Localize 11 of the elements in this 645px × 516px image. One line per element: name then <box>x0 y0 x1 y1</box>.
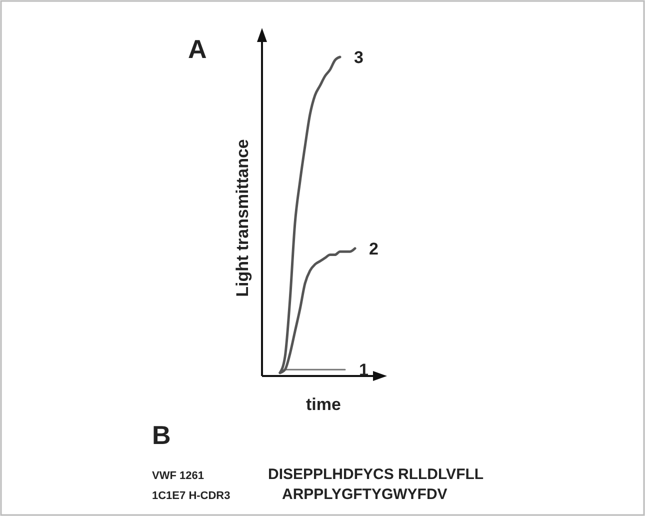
text: VWF 1261 <box>152 470 204 482</box>
text: B <box>152 420 171 450</box>
series-label: 3 <box>354 48 364 67</box>
x-axis-title: time <box>306 395 341 414</box>
text: DISEPPLHDFYCS RLLDLVFLL <box>268 466 484 483</box>
y-axis-title: Light transmittance <box>233 139 252 297</box>
text: A <box>188 34 207 64</box>
text: 1C1E7 H-CDR3 <box>152 490 230 502</box>
text: ARPPLYGFTYGWYFDV <box>282 486 448 503</box>
series-label: 1 <box>359 360 368 380</box>
series-label: 2 <box>369 239 378 258</box>
